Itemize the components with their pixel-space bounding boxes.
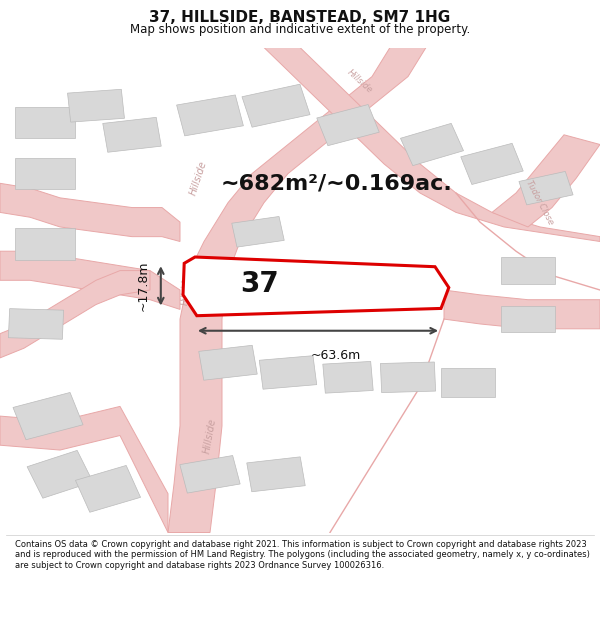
Bar	[68, 89, 124, 122]
Bar	[27, 451, 93, 498]
Polygon shape	[168, 48, 426, 532]
Polygon shape	[0, 271, 150, 358]
Bar	[461, 143, 523, 184]
Bar	[15, 107, 75, 138]
Bar	[15, 228, 75, 260]
Polygon shape	[0, 406, 168, 532]
Text: 37, HILLSIDE, BANSTEAD, SM7 1HG: 37, HILLSIDE, BANSTEAD, SM7 1HG	[149, 11, 451, 26]
Bar	[317, 104, 379, 146]
Bar	[519, 171, 573, 205]
Bar	[15, 158, 75, 189]
Bar	[323, 361, 373, 393]
Bar	[501, 306, 555, 332]
Text: ~682m²/~0.169ac.: ~682m²/~0.169ac.	[220, 173, 452, 193]
Polygon shape	[264, 48, 600, 241]
Bar	[232, 216, 284, 247]
Polygon shape	[492, 135, 600, 227]
Bar	[199, 345, 257, 380]
Bar	[103, 118, 161, 152]
Bar	[13, 392, 83, 440]
Polygon shape	[0, 251, 180, 309]
Text: ~63.6m: ~63.6m	[311, 349, 361, 362]
Bar	[247, 457, 305, 492]
Bar	[259, 356, 317, 389]
Polygon shape	[0, 183, 180, 241]
Text: Hillside: Hillside	[346, 68, 374, 95]
Text: Tudor Close: Tudor Close	[524, 179, 556, 226]
Bar	[400, 123, 464, 166]
Bar	[8, 309, 64, 339]
Bar	[180, 456, 240, 493]
Bar	[380, 362, 436, 392]
Text: Hillside: Hillside	[188, 160, 208, 197]
Polygon shape	[183, 257, 449, 316]
Text: Contains OS data © Crown copyright and database right 2021. This information is : Contains OS data © Crown copyright and d…	[15, 540, 590, 570]
Bar	[76, 466, 140, 512]
Bar	[501, 258, 555, 284]
Polygon shape	[444, 290, 600, 329]
Text: Hillside: Hillside	[202, 417, 218, 454]
Bar	[441, 368, 495, 397]
Text: ~17.8m: ~17.8m	[137, 261, 150, 311]
Text: Map shows position and indicative extent of the property.: Map shows position and indicative extent…	[130, 22, 470, 36]
Text: Hillside: Hillside	[181, 274, 191, 306]
Text: 37: 37	[240, 269, 279, 298]
Bar	[242, 84, 310, 127]
Bar	[176, 95, 244, 136]
